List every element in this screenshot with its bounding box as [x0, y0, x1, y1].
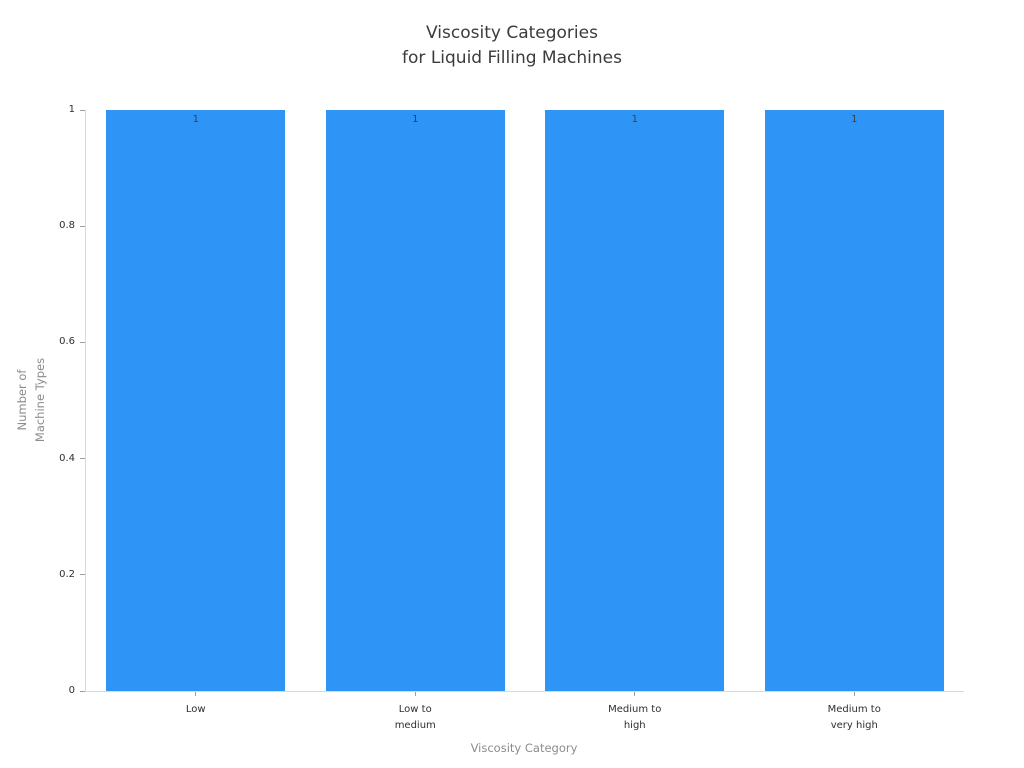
- y-tick-label: 1: [68, 104, 75, 115]
- y-tick-label: 0.2: [59, 568, 75, 580]
- y-tick-label: 0.4: [59, 452, 75, 464]
- x-tick-label: Medium to high: [608, 704, 662, 731]
- y-tick-label: 0: [68, 685, 75, 696]
- x-tick-mark: [414, 692, 416, 696]
- x-tick-label: Low to medium: [394, 704, 436, 731]
- bar-value-label: 1: [192, 114, 199, 125]
- chart-title: Viscosity Categories for Liquid Filling …: [402, 23, 622, 68]
- x-axis-title: Viscosity Category: [470, 741, 578, 755]
- y-tick-label: 0.6: [59, 336, 75, 348]
- bar: 1: [545, 110, 725, 691]
- x-tick-mark: [195, 692, 197, 696]
- y-tick-mark: [80, 109, 85, 111]
- x-tick-label: Low: [185, 704, 206, 715]
- y-tick-mark: [80, 458, 85, 460]
- x-tick-mark: [853, 692, 855, 696]
- y-tick-label: 0.8: [59, 220, 75, 232]
- y-tick-mark: [80, 574, 85, 576]
- y-tick-mark: [80, 690, 85, 692]
- y-axis-title: Number of Machine Types: [15, 357, 47, 443]
- bar: 1: [325, 110, 505, 691]
- x-tick-mark: [634, 692, 636, 696]
- bar-value-label: 1: [851, 114, 858, 125]
- y-tick-mark: [80, 225, 85, 227]
- bar-value-label: 1: [412, 114, 419, 125]
- bar: 1: [764, 110, 944, 691]
- bar-value-label: 1: [631, 114, 638, 125]
- x-tick-label: Medium to very high: [827, 704, 881, 731]
- bar: 1: [106, 110, 286, 691]
- plot-area: 0 0.2 0.4 0.6 0.8 1 1 1 1 1 Low Low to medium Medi…: [59, 104, 964, 731]
- y-tick-mark: [80, 341, 85, 343]
